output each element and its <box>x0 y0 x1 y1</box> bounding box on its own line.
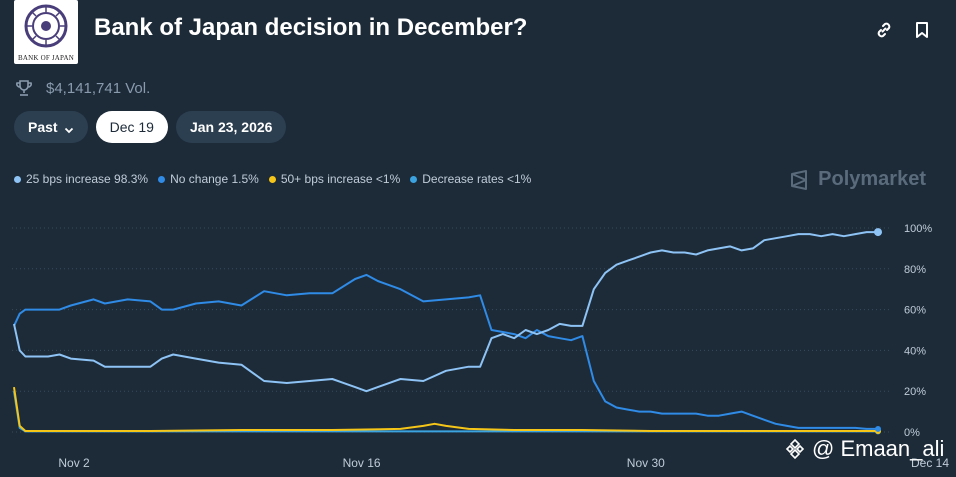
legend-dot <box>14 175 21 183</box>
legend-item-25bps: 25 bps increase 98.3% <box>14 172 148 186</box>
past-dropdown[interactable]: Past <box>14 111 88 143</box>
x-tick-label: Nov 16 <box>343 456 381 470</box>
series-line-no-change[interactable] <box>13 273 878 430</box>
polymarket-icon <box>791 169 808 190</box>
x-tick-label: Nov 30 <box>627 456 665 470</box>
legend-dot <box>158 175 166 183</box>
legend-dot <box>268 175 276 183</box>
brand-name: Polymarket <box>818 168 926 190</box>
legend-dot <box>410 175 418 183</box>
series-line-25-bps-increase[interactable] <box>13 231 878 393</box>
past-label: Past <box>28 119 58 135</box>
legend-label: 50+ bps increase <1% <box>280 172 401 186</box>
volume-stat: $4,141,741 Vol. <box>14 78 150 98</box>
y-tick-label: 100% <box>904 223 932 235</box>
logo-text: BANK OF JAPAN <box>17 54 75 62</box>
chevron-down-icon <box>64 122 74 134</box>
y-tick-label: 40% <box>904 345 926 357</box>
volume-text: $4,141,741 Vol. <box>46 79 151 97</box>
series-end-point <box>874 228 882 237</box>
x-tick-label: Nov 2 <box>58 456 90 470</box>
bookmark-icon[interactable] <box>912 20 932 40</box>
binance-icon <box>785 438 805 460</box>
bank-of-japan-logo: BANK OF JAPAN <box>14 0 78 64</box>
y-tick-label: 0% <box>904 427 920 439</box>
watermark-text: @ Emaan_ali <box>812 436 945 461</box>
legend-item-50bps: 50+ bps increase <1% <box>268 172 401 186</box>
legend-label: Decrease rates <1% <box>422 172 532 186</box>
polymarket-brand: Polymarket <box>788 168 926 191</box>
legend-item-decrease: Decrease rates <1% <box>410 172 531 186</box>
top-actions <box>874 20 932 40</box>
y-tick-label: 80% <box>904 264 926 276</box>
x-tick-label: Dec 14 <box>911 456 949 470</box>
legend-label: 25 bps increase 98.3% <box>26 172 149 186</box>
date-tab-dec-19[interactable]: Dec 19 <box>95 111 168 143</box>
date-controls: Past Dec 19 Jan 23, 2026 <box>14 111 287 143</box>
legend-item-no-change: No change 1.5% <box>158 172 259 186</box>
chart-legend: 25 bps increase 98.3% No change 1.5% 50+… <box>14 172 531 186</box>
y-tick-label: 60% <box>904 305 926 317</box>
watermark: @ Emaan_ali <box>784 436 944 462</box>
page-title: Bank of Japan decision in December? <box>94 14 528 41</box>
y-tick-label: 20% <box>904 386 926 398</box>
series-line-50-bps-increase[interactable] <box>13 386 878 432</box>
link-icon[interactable] <box>874 20 894 40</box>
series-end-point <box>875 425 881 432</box>
date-tab-jan-23[interactable]: Jan 23, 2026 <box>175 111 287 143</box>
legend-label: No change 1.5% <box>170 172 259 186</box>
trophy-icon <box>14 78 34 98</box>
